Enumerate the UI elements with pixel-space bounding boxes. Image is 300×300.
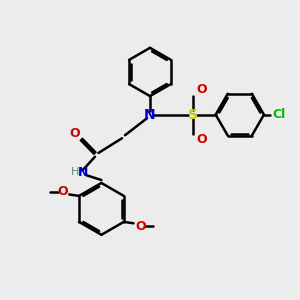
Text: O: O [135,220,146,233]
Text: N: N [144,108,156,122]
Text: O: O [69,127,80,140]
Text: H: H [71,167,79,177]
Text: S: S [188,108,198,122]
Text: Cl: Cl [273,108,286,121]
Text: N: N [78,166,88,178]
Text: O: O [196,83,207,96]
Text: O: O [196,133,207,146]
Text: O: O [58,185,68,198]
